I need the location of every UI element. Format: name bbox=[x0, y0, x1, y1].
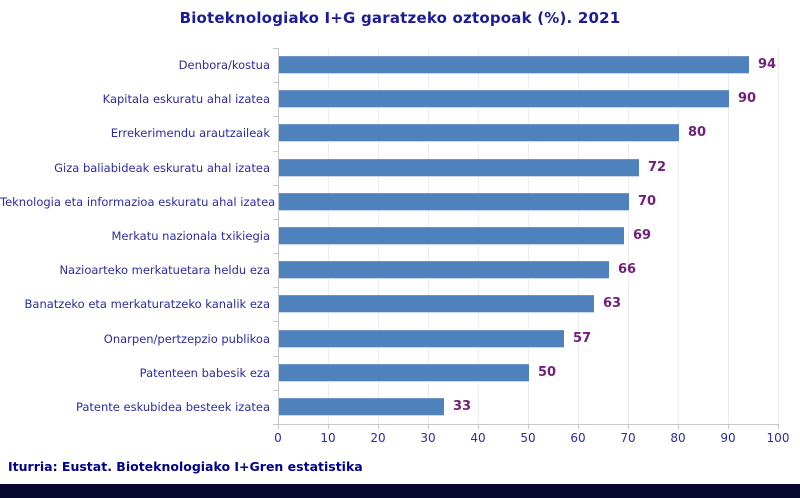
x-axis-tick bbox=[278, 425, 279, 429]
bar bbox=[279, 295, 594, 313]
category-label: Patenteen babesik eza bbox=[139, 366, 270, 380]
y-axis-tick bbox=[273, 390, 278, 391]
gridline bbox=[628, 48, 629, 424]
category-label: Giza baliabideak eskuratu ahal izatea bbox=[54, 161, 270, 175]
chart-title: Bioteknologiako I+G garatzeko oztopoak (… bbox=[179, 9, 621, 27]
category-label: Onarpen/pertzepzio publikoa bbox=[103, 332, 270, 346]
x-axis-tick bbox=[678, 425, 679, 429]
category-label: Teknologia eta informazioa eskuratu ahal… bbox=[0, 195, 276, 209]
value-label: 90 bbox=[738, 91, 757, 106]
y-axis-tick bbox=[273, 321, 278, 322]
bar bbox=[279, 193, 629, 211]
bar bbox=[279, 90, 729, 108]
x-tick-label: 60 bbox=[570, 431, 586, 445]
value-label: 33 bbox=[453, 399, 472, 414]
y-axis-tick bbox=[273, 185, 278, 186]
value-label: 80 bbox=[688, 125, 707, 140]
x-tick-label: 10 bbox=[320, 431, 336, 445]
gridline bbox=[728, 48, 729, 424]
x-tick-label: 30 bbox=[420, 431, 436, 445]
category-label: Nazioarteko merkatuetara heldu eza bbox=[59, 263, 270, 277]
footer-bar bbox=[0, 484, 800, 498]
y-axis-tick bbox=[273, 116, 278, 117]
value-label: 66 bbox=[618, 262, 637, 277]
x-tick-label: 100 bbox=[766, 431, 790, 445]
x-tick-label: 70 bbox=[620, 431, 636, 445]
category-label: Errekerimendu arautzaileak bbox=[110, 126, 270, 140]
value-label: 94 bbox=[758, 57, 777, 72]
category-label: Patente eskubidea besteek izatea bbox=[75, 400, 270, 414]
y-axis-tick bbox=[273, 356, 278, 357]
value-label: 72 bbox=[648, 160, 667, 175]
bar bbox=[279, 159, 639, 177]
x-axis-tick bbox=[628, 425, 629, 429]
y-axis-tick bbox=[273, 48, 278, 49]
y-axis-tick bbox=[273, 151, 278, 152]
x-tick-label: 80 bbox=[670, 431, 686, 445]
category-label: Denbora/kostua bbox=[178, 58, 270, 72]
bar bbox=[279, 124, 679, 142]
x-axis-tick bbox=[728, 425, 729, 429]
y-axis-tick bbox=[273, 82, 278, 83]
bar bbox=[279, 330, 564, 348]
bar bbox=[279, 364, 529, 382]
value-label: 63 bbox=[603, 296, 622, 311]
x-axis-tick bbox=[578, 425, 579, 429]
y-axis-tick bbox=[273, 219, 278, 220]
value-label: 69 bbox=[633, 228, 652, 243]
x-tick-label: 50 bbox=[520, 431, 536, 445]
x-axis-tick bbox=[378, 425, 379, 429]
category-label: Merkatu nazionala txikiegia bbox=[111, 229, 270, 243]
value-label: 57 bbox=[573, 331, 592, 346]
source-text: Iturria: Eustat. Bioteknologiako I+Gren … bbox=[8, 459, 363, 474]
value-label: 50 bbox=[538, 365, 557, 380]
x-axis-tick bbox=[428, 425, 429, 429]
x-axis-tick bbox=[478, 425, 479, 429]
category-label: Banatzeko eta merkaturatzeko kanalik eza bbox=[24, 297, 270, 311]
bar bbox=[279, 261, 609, 279]
gridline bbox=[778, 48, 779, 424]
x-tick-label: 40 bbox=[470, 431, 486, 445]
bar bbox=[279, 56, 749, 74]
x-axis-tick bbox=[778, 425, 779, 429]
y-axis-tick bbox=[273, 253, 278, 254]
x-tick-label: 20 bbox=[370, 431, 386, 445]
x-axis-tick bbox=[328, 425, 329, 429]
bar bbox=[279, 398, 444, 416]
x-tick-label: 0 bbox=[274, 431, 282, 445]
y-axis-tick bbox=[273, 424, 278, 425]
value-label: 70 bbox=[638, 194, 657, 209]
gridline bbox=[678, 48, 679, 424]
x-axis-tick bbox=[528, 425, 529, 429]
y-axis-tick bbox=[273, 287, 278, 288]
bar bbox=[279, 227, 624, 245]
x-tick-label: 90 bbox=[720, 431, 736, 445]
category-label: Kapitala eskuratu ahal izatea bbox=[102, 92, 270, 106]
